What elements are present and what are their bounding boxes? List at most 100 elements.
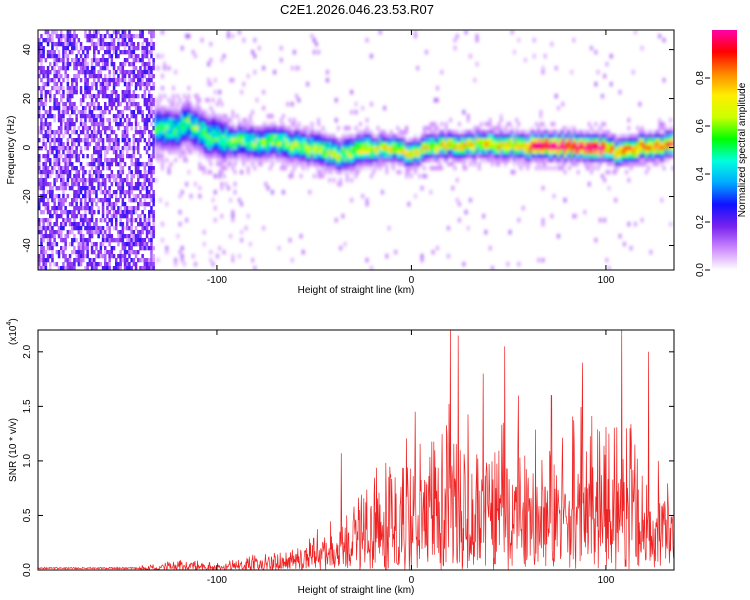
spectrogram-cell <box>361 106 364 111</box>
spectrogram-cell <box>612 142 615 147</box>
spectrogram-cell <box>282 150 285 155</box>
spectrogram-cell <box>123 206 127 211</box>
spectrogram-cell <box>128 98 131 103</box>
spectrogram-cell <box>161 114 164 119</box>
spectrogram-cell <box>49 218 52 223</box>
spectrogram-cell <box>93 258 96 263</box>
spectrogram-cell <box>475 34 479 39</box>
spectrogram-cell <box>427 158 430 163</box>
spectrogram-cell <box>262 106 265 111</box>
spectrogram-cell <box>557 166 560 171</box>
spectrogram-cell <box>79 66 83 71</box>
spectrogram-cell <box>143 246 147 251</box>
spectrogram-cell <box>143 146 147 151</box>
spectrogram-cell <box>438 134 441 139</box>
spectrogram-cell <box>106 162 109 167</box>
spectrogram-cell <box>121 178 125 183</box>
spectrogram-cell <box>126 238 129 243</box>
spectrogram-cell <box>308 134 312 139</box>
spectrogram-cell <box>187 118 191 123</box>
spectrogram-cell <box>101 202 105 207</box>
spectrogram-cell <box>49 50 52 55</box>
spectrogram-cell <box>354 134 358 139</box>
spectrogram-cell <box>238 122 241 127</box>
spectrogram-cell <box>57 114 61 119</box>
spectrogram-cell <box>662 78 666 83</box>
spectrogram-cell <box>255 130 259 135</box>
spectrogram-cell <box>291 130 294 135</box>
spectrogram-cell <box>414 150 417 155</box>
spectrogram-cell <box>383 162 386 167</box>
spectrogram-cell <box>62 62 65 67</box>
spectrogram-cell <box>126 118 129 123</box>
spectrogram-cell <box>218 126 221 131</box>
spectrogram-cell <box>577 130 580 135</box>
spectrogram-cell <box>121 158 125 163</box>
spectrogram-cell <box>117 78 120 83</box>
spectrogram-cell <box>106 146 109 151</box>
spectrogram-cell <box>73 194 76 199</box>
spectrogram-cell <box>77 258 81 263</box>
spectrogram-cell <box>209 82 213 87</box>
spectrogram-cell <box>225 150 228 155</box>
spectrogram-cell <box>341 214 345 219</box>
spectrogram-cell <box>46 158 50 163</box>
spectrogram-cell <box>266 126 270 131</box>
spectrogram-cell <box>253 266 257 270</box>
spectrogram-cell <box>86 126 89 131</box>
spectrogram-cell <box>447 134 450 139</box>
spectrogram-cell <box>181 126 184 131</box>
spectrogram-cell <box>489 118 492 123</box>
spectrogram-cell <box>181 130 184 135</box>
spectrogram-cell <box>183 110 186 115</box>
spectrogram-cell <box>480 158 483 163</box>
spectrogram-cell <box>170 126 173 131</box>
spectrogram-cell <box>354 170 358 175</box>
spectrogram-cell <box>101 210 105 215</box>
spectrogram-cell <box>117 206 120 211</box>
spectrogram-cell <box>185 158 188 163</box>
spectrogram-cell <box>141 58 144 63</box>
spectrogram-cell <box>156 118 160 123</box>
spectrogram-cell <box>423 146 426 151</box>
spectrogram-cell <box>132 114 136 119</box>
spectrogram-cell <box>339 142 342 147</box>
spectrogram-cell <box>266 134 270 139</box>
spectrogram-cell <box>247 142 250 147</box>
spectrogram-cell <box>288 138 292 143</box>
spectrogram-cell <box>403 146 406 151</box>
spectrogram-cell <box>110 170 114 175</box>
spectrogram-cell <box>376 150 380 155</box>
spectrogram-cell <box>489 154 492 159</box>
spectrogram-cell <box>44 122 48 127</box>
spectrogram-cell <box>636 158 639 163</box>
spectrogram-cell <box>258 134 261 139</box>
spectrogram-cell <box>93 114 96 119</box>
spectrogram-cell <box>456 154 459 159</box>
spectrogram-cell <box>651 142 655 147</box>
spectrogram-cell <box>77 186 81 191</box>
spectrogram-cell <box>328 166 331 171</box>
spectrogram-cell <box>258 130 261 135</box>
spectrogram-cell <box>416 162 419 167</box>
spectrogram-cell <box>66 154 70 159</box>
spectrogram-cell <box>141 258 144 263</box>
spectrogram-cell <box>372 142 375 147</box>
spectrogram-cell <box>178 250 182 255</box>
spectrogram-cell <box>484 146 488 151</box>
spectrogram-cell <box>73 166 76 171</box>
spectrogram-cell <box>68 90 72 95</box>
spectrogram-cell <box>198 146 202 151</box>
spectrogram-cell <box>601 158 604 163</box>
spectrogram-cell <box>185 142 188 147</box>
spectrogram-cell <box>115 30 118 35</box>
spectrogram-cell <box>605 138 609 143</box>
spectrogram-cell <box>73 142 76 147</box>
spectrogram-cell <box>104 194 107 199</box>
spectrogram-cell <box>414 194 417 199</box>
spectrogram-cell <box>244 134 248 139</box>
spectrogram-cell <box>227 126 230 131</box>
spectrogram-cell <box>537 258 540 263</box>
spectrogram-cell <box>55 194 59 199</box>
spectrogram-cell <box>453 166 457 171</box>
